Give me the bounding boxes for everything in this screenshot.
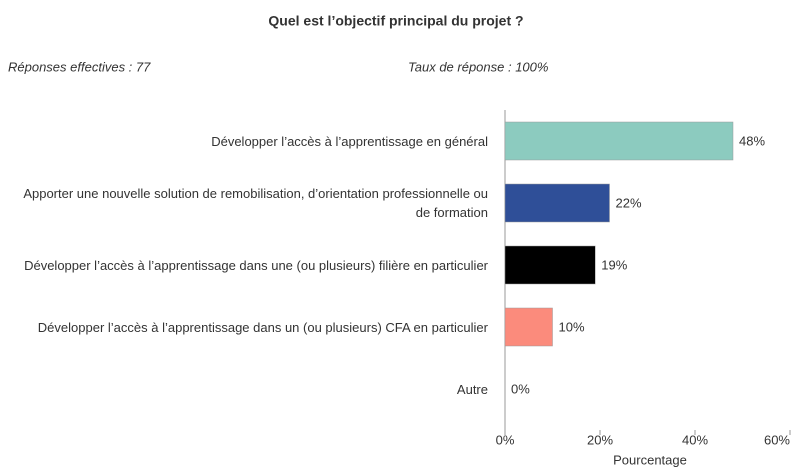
y-tick-label: Développer l’accès à l’apprentissage dan… bbox=[37, 319, 488, 335]
subtitle: Taux de réponse : 100% bbox=[408, 59, 548, 74]
bar bbox=[504, 307, 553, 347]
x-tick-label: 20% bbox=[587, 432, 613, 447]
y-tick-label: Autre bbox=[456, 381, 488, 397]
x-tick-label: 60% bbox=[764, 432, 790, 447]
y-tick-label: Développer l’accès à l’apprentissage en … bbox=[211, 133, 488, 149]
bar bbox=[504, 245, 596, 285]
x-tick-label: 0% bbox=[496, 432, 515, 447]
value-label: 0% bbox=[511, 381, 530, 396]
value-label: 10% bbox=[559, 319, 585, 334]
value-label: 19% bbox=[601, 257, 627, 272]
category-label-box: Autre bbox=[20, 358, 488, 420]
y-tick-label: Développer l’accès à l’apprentissage dan… bbox=[24, 257, 488, 273]
value-label: 48% bbox=[739, 133, 765, 148]
category-label-box: Apporter une nouvelle solution de remobi… bbox=[20, 172, 488, 234]
y-tick-label: Apporter une nouvelle solution de remobi… bbox=[23, 186, 488, 220]
subtitle: Réponses effectives : 77 bbox=[8, 59, 151, 74]
category-label-box: Développer l’accès à l’apprentissage en … bbox=[20, 110, 488, 172]
x-tick-label: 40% bbox=[682, 432, 708, 447]
category-label-box: Développer l’accès à l’apprentissage dan… bbox=[20, 234, 488, 296]
bar bbox=[504, 121, 734, 161]
x-axis-title: Pourcentage bbox=[613, 452, 687, 467]
category-label-box: Développer l’accès à l’apprentissage dan… bbox=[20, 296, 488, 358]
bar bbox=[504, 183, 610, 223]
value-label: 22% bbox=[616, 195, 642, 210]
chart-title: Quel est l’objectif principal du projet … bbox=[268, 13, 523, 29]
